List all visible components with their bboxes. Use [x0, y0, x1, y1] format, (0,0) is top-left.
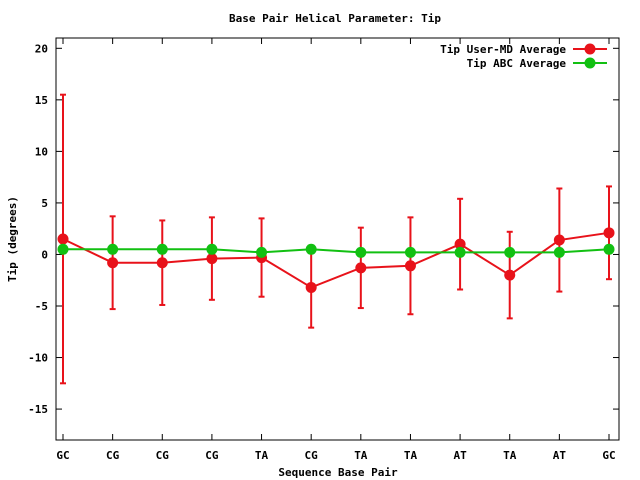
- legend-label: Tip User-MD Average: [440, 43, 566, 56]
- data-point: [355, 246, 367, 258]
- y-tick-label: 5: [41, 197, 48, 210]
- x-tick-label: AT: [553, 449, 567, 462]
- data-point: [603, 243, 615, 255]
- x-tick-label: GC: [602, 449, 615, 462]
- data-point: [553, 234, 565, 246]
- series-layer: [57, 93, 615, 385]
- data-point: [156, 257, 168, 269]
- y-tick-label: -15: [28, 403, 48, 416]
- x-tick-label: CG: [205, 449, 219, 462]
- series-line: [63, 248, 610, 254]
- data-point: [107, 257, 119, 269]
- series-1: [57, 93, 615, 385]
- x-tick-label: CG: [106, 449, 120, 462]
- data-point: [305, 243, 317, 255]
- x-tick-label: TA: [404, 449, 418, 462]
- series-2: [57, 243, 615, 258]
- data-point: [206, 253, 218, 265]
- data-point: [404, 246, 416, 258]
- y-tick-label: -5: [35, 300, 48, 313]
- y-axis: -15 -10 -5 0 5 10 15 20: [28, 42, 619, 416]
- data-point: [57, 233, 69, 245]
- legend-marker: [584, 57, 596, 69]
- x-tick-label: GC: [56, 449, 69, 462]
- data-point: [256, 246, 268, 258]
- y-tick-label: 10: [35, 145, 48, 158]
- data-point: [603, 227, 615, 239]
- data-point: [305, 281, 317, 293]
- chart-title: Base Pair Helical Parameter: Tip: [229, 12, 441, 25]
- x-tick-label: TA: [354, 449, 368, 462]
- y-axis-label: Tip (degrees): [6, 196, 19, 282]
- x-axis: GC CG CG CG TA CG TA TA AT TA AT GC: [56, 38, 616, 462]
- data-point: [355, 262, 367, 274]
- data-point: [404, 260, 416, 272]
- y-tick-label: 0: [41, 248, 48, 261]
- y-tick-label: 20: [35, 42, 48, 55]
- x-tick-label: CG: [305, 449, 319, 462]
- legend-marker: [584, 43, 596, 55]
- x-tick-label: AT: [453, 449, 467, 462]
- data-point: [107, 243, 119, 255]
- data-point: [504, 246, 516, 258]
- data-point: [504, 269, 516, 281]
- x-tick-label: TA: [255, 449, 269, 462]
- data-point: [156, 243, 168, 255]
- legend-label: Tip ABC Average: [467, 57, 567, 70]
- x-tick-label: TA: [503, 449, 517, 462]
- series-line: [62, 231, 610, 289]
- y-tick-label: 15: [35, 94, 48, 107]
- data-point: [57, 243, 69, 255]
- x-axis-label: Sequence Base Pair: [278, 466, 398, 479]
- data-point: [553, 246, 565, 258]
- data-point: [454, 246, 466, 258]
- y-tick-label: -10: [28, 352, 48, 365]
- data-point: [454, 238, 466, 250]
- x-tick-label: CG: [156, 449, 170, 462]
- plot-frame: [55, 37, 620, 441]
- data-point: [206, 243, 218, 255]
